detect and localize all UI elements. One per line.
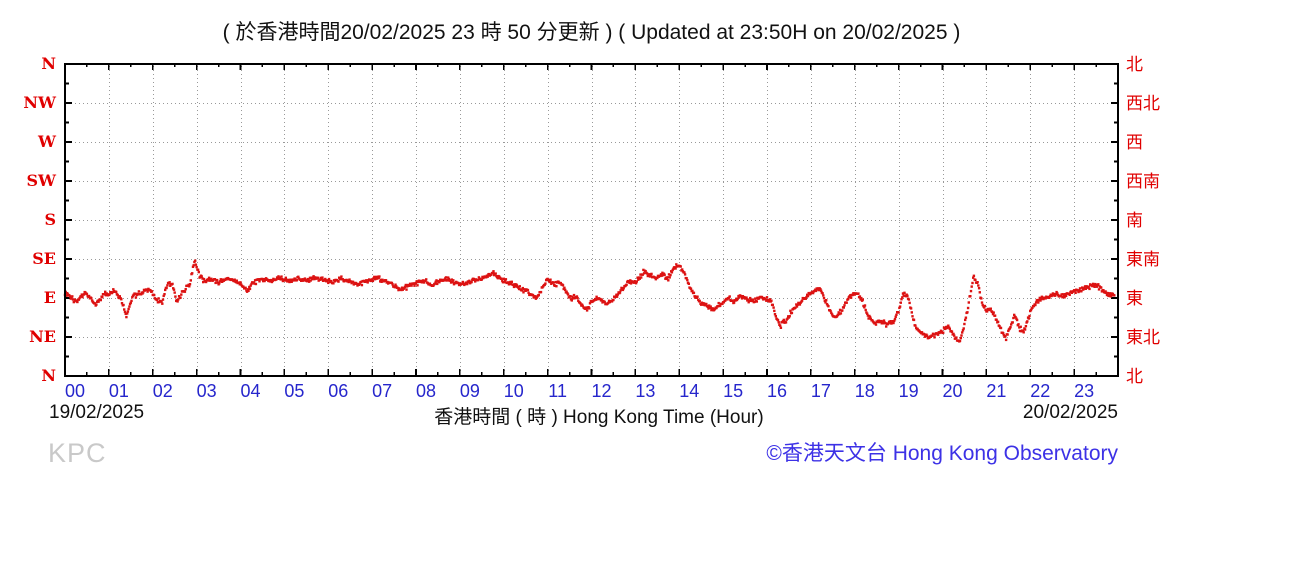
y-axis-left-label-0: N <box>41 54 56 73</box>
start-date-label: 19/02/2025 <box>49 402 145 423</box>
grid-lines <box>67 66 1116 374</box>
y-axis-right-label-6: 東 <box>1126 289 1143 308</box>
x-axis-label-10: 10 <box>504 381 524 401</box>
x-axis-label-03: 03 <box>197 381 217 401</box>
x-axis-label-07: 07 <box>372 381 392 401</box>
y-axis-right-label-0: 北 <box>1126 55 1143 74</box>
y-axis-left-label-6: E <box>44 288 56 307</box>
y-axis-right-label-1: 西北 <box>1126 94 1160 113</box>
x-axis-label-19: 19 <box>899 381 919 401</box>
x-axis-label-22: 22 <box>1030 381 1050 401</box>
x-axis-label-08: 08 <box>416 381 436 401</box>
x-axis-label-16: 16 <box>767 381 787 401</box>
y-axis-right-label-2: 西 <box>1126 133 1143 152</box>
x-axis-label-02: 02 <box>153 381 173 401</box>
chart-title: ( 於香港時間20/02/2025 23 時 50 分更新 ) ( Update… <box>222 21 961 44</box>
x-axis-label-15: 15 <box>723 381 743 401</box>
x-axis-label-00: 00 <box>65 381 85 401</box>
y-axis-right-label-8: 北 <box>1126 367 1143 386</box>
x-axis-label-17: 17 <box>811 381 831 401</box>
y-axis-left-label-8: N <box>41 366 56 385</box>
x-axis-label-01: 01 <box>109 381 129 401</box>
y-axis-left-label-7: NE <box>29 327 56 346</box>
x-axis-label-20: 20 <box>942 381 962 401</box>
plot-border <box>64 63 1119 377</box>
y-axis-right-label-5: 東南 <box>1126 250 1160 269</box>
y-axis-left-label-4: S <box>44 210 56 229</box>
y-axis-left-label-3: SW <box>26 171 57 190</box>
x-axis-label-04: 04 <box>240 381 260 401</box>
y-axis-right-label-7: 東北 <box>1126 328 1160 347</box>
y-axis-left-label-5: SE <box>32 249 56 268</box>
y-axis-left-label-1: NW <box>23 93 57 112</box>
station-watermark: KPC <box>48 438 107 468</box>
wind-direction-series <box>63 259 1116 343</box>
y-axis-left-label-2: W <box>37 132 57 151</box>
x-axis-label-18: 18 <box>855 381 875 401</box>
x-axis-label-12: 12 <box>591 381 611 401</box>
x-axis-tick-labels: 00 01 02 03 04 05 06 07 08 09 10 11 12 13 14 15 16 17 18 19… <box>65 381 1094 401</box>
y-axis-right-label-4: 南 <box>1126 211 1143 230</box>
x-axis-label-21: 21 <box>986 381 1006 401</box>
copyright-notice: ©香港天文台 Hong Kong Observatory <box>766 442 1118 465</box>
y-axis-labels-left: N NW W SW S SE E NE N <box>23 54 57 385</box>
end-date-label: 20/02/2025 <box>1022 402 1118 423</box>
x-axis-title: 香港時間 ( 時 ) Hong Kong Time (Hour) <box>434 407 764 428</box>
x-axis-label-09: 09 <box>460 381 480 401</box>
x-axis-label-11: 11 <box>548 381 567 401</box>
x-axis-label-23: 23 <box>1074 381 1094 401</box>
y-axis-right-label-3: 西南 <box>1126 172 1160 191</box>
x-axis-label-06: 06 <box>328 381 348 401</box>
x-axis-label-13: 13 <box>635 381 655 401</box>
x-axis-label-05: 05 <box>284 381 304 401</box>
x-axis-label-14: 14 <box>679 381 699 401</box>
